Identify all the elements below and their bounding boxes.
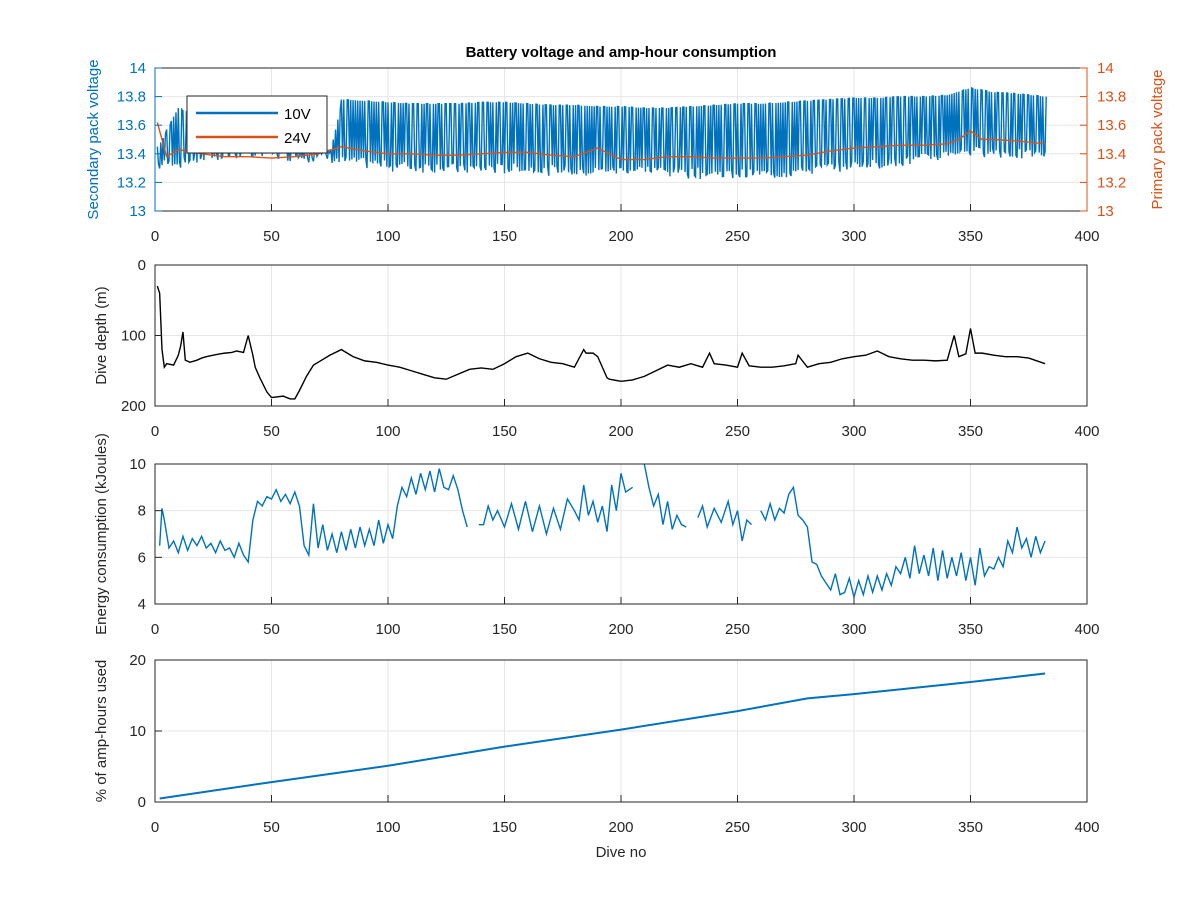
- y-tick-label: 10: [129, 456, 146, 473]
- x-tick-label: 250: [725, 423, 750, 440]
- x-tick-label: 150: [492, 423, 517, 440]
- series-group: [156, 285, 1046, 400]
- x-tick-label: 100: [375, 819, 400, 836]
- x-tick-label: 250: [725, 228, 750, 245]
- x-tick-label: 300: [841, 228, 866, 245]
- y-tick-label: 20: [129, 652, 146, 669]
- x-tick-label: 400: [1074, 228, 1099, 245]
- series-group: [158, 464, 1046, 600]
- y-tick-label: 100: [121, 328, 146, 345]
- x-tick-label: 400: [1074, 423, 1099, 440]
- x-tick-label: 300: [841, 423, 866, 440]
- y-tick-label: 13.8: [117, 89, 146, 106]
- y-axis-label: % of amp-hours used: [93, 660, 110, 803]
- y-tick-label: 13.4: [117, 146, 146, 163]
- energy-line-segment-3: [643, 464, 687, 530]
- x-tick-label: 50: [263, 423, 280, 440]
- x-tick-label: 50: [263, 621, 280, 638]
- y-tick-label: 14: [129, 60, 146, 77]
- x-tick-label: 200: [608, 621, 633, 638]
- energy-line-segment-2: [478, 473, 634, 537]
- x-tick-label: 200: [608, 819, 633, 836]
- y-right-axis-label: Primary pack voltage: [1149, 69, 1166, 209]
- y-right-tick-label: 13.2: [1097, 174, 1126, 191]
- y-tick-label: 13.6: [117, 117, 146, 134]
- y-right-tick-label: 14: [1097, 60, 1114, 77]
- panel-3: 0 50 100 150 200 250 300 350 400 4 6 8 10 Energy cons…: [93, 433, 1100, 638]
- y-tick-label: 0: [138, 794, 146, 811]
- y-right-tick-label: 13.6: [1097, 117, 1126, 134]
- x-tick-label: 250: [725, 819, 750, 836]
- y-tick-label: 4: [138, 596, 146, 613]
- x-tick-label: 50: [263, 228, 280, 245]
- figure-title: Battery voltage and amp-hour consumption: [466, 44, 777, 61]
- x-tick-label: 0: [151, 228, 159, 245]
- x-tick-label: 0: [151, 621, 159, 638]
- y-axis-label: Energy consumption (kJoules): [93, 433, 110, 635]
- x-tick-label: 200: [608, 423, 633, 440]
- y-tick-label: 13.2: [117, 174, 146, 191]
- series-2-1-line: [156, 285, 1046, 400]
- x-tick-label: 250: [725, 621, 750, 638]
- x-tick-label: 350: [958, 621, 983, 638]
- panel-2: 0 50 100 150 200 250 300 350 400 0 100 200 Dive dept…: [93, 257, 1100, 440]
- y-axis-label: Dive depth (m): [93, 286, 110, 384]
- x-tick-label: 350: [958, 228, 983, 245]
- y-tick-label: 10: [129, 723, 146, 740]
- y-tick-label: 13: [129, 203, 146, 220]
- x-tick-label: 350: [958, 819, 983, 836]
- y-axis-label: Secondary pack voltage: [85, 59, 102, 219]
- x-tick-label: 150: [492, 621, 517, 638]
- x-tick-label: 400: [1074, 621, 1099, 638]
- x-tick-label: 0: [151, 819, 159, 836]
- energy-line-segment-4: [697, 498, 752, 542]
- x-tick-label: 150: [492, 228, 517, 245]
- energy-line-segment-5: [760, 485, 1046, 600]
- x-tick-label: 300: [841, 819, 866, 836]
- x-tick-label: 50: [263, 819, 280, 836]
- y-tick-label: 0: [138, 257, 146, 274]
- series-4-1-line: [159, 672, 1046, 800]
- y-tick-label: 6: [138, 549, 146, 566]
- x-tick-label: 400: [1074, 819, 1099, 836]
- legend-label-24v: 24V: [284, 130, 311, 147]
- legend-label-10v: 10V: [284, 106, 311, 123]
- x-tick-label: 100: [375, 621, 400, 638]
- x-axis-label: Dive no: [596, 844, 647, 861]
- y-right-tick-label: 13.4: [1097, 146, 1126, 163]
- x-tick-label: 150: [492, 819, 517, 836]
- y-right-tick-label: 13: [1097, 203, 1114, 220]
- series-group: [159, 672, 1046, 800]
- panel-1: 0 50 100 150 200 250 300 350 400 13 13.2 13.4 13.6 13…: [85, 59, 1166, 245]
- x-tick-label: 200: [608, 228, 633, 245]
- legend-box: [186, 95, 328, 154]
- y-tick-label: 200: [121, 398, 146, 415]
- x-tick-label: 100: [375, 228, 400, 245]
- series-24v-line: [156, 122, 1046, 161]
- y-right-tick-label: 13.8: [1097, 89, 1126, 106]
- x-tick-label: 300: [841, 621, 866, 638]
- x-tick-label: 100: [375, 423, 400, 440]
- x-tick-label: 350: [958, 423, 983, 440]
- x-tick-label: 0: [151, 423, 159, 440]
- y-tick-label: 8: [138, 503, 146, 520]
- energy-line-segment-1: [158, 468, 468, 564]
- panel-4: 0 50 100 150 200 250 300 350 400 0 10 20 % of amp-ho…: [93, 652, 1100, 861]
